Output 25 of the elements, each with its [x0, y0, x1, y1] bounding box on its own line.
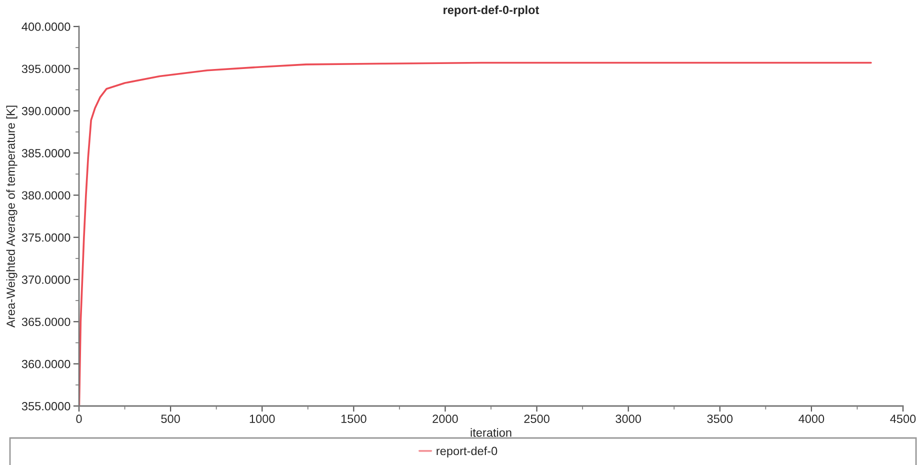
y-tick-label: 380.0000: [22, 191, 70, 200]
x-tick-label: 3500: [707, 414, 733, 424]
x-axis-title: iteration: [470, 428, 512, 437]
y-axis-title: Area-Weighted Average of temperature [K]: [6, 106, 18, 328]
x-tick-label: 4500: [890, 414, 916, 424]
x-tick-label: 1000: [250, 414, 275, 424]
y-tick-label: 360.0000: [22, 360, 70, 368]
y-tick-label: 355.0000: [22, 402, 70, 410]
x-tick-label: 1500: [341, 414, 366, 424]
x-tick-label: 500: [161, 414, 180, 424]
x-tick-label: 4000: [798, 414, 824, 424]
x-tick-label: 0: [76, 414, 82, 424]
x-tick-label: 2500: [524, 414, 550, 424]
y-tick-label: 375.0000: [22, 233, 70, 242]
legend-label: report-def-0: [436, 446, 498, 458]
y-tick-label: 400.0000: [22, 22, 70, 31]
chart-title: report-def-0-rplot: [444, 5, 540, 16]
y-tick-label: 365.0000: [22, 318, 70, 326]
x-tick-label: 3000: [616, 414, 642, 424]
y-tick-label: 395.0000: [22, 64, 70, 74]
y-tick-label: 390.0000: [22, 106, 70, 116]
line-series: [79, 62, 872, 406]
x-tick-label: 2000: [432, 414, 458, 424]
y-tick-label: 370.0000: [22, 276, 70, 284]
y-tick-label: 385.0000: [22, 149, 70, 158]
